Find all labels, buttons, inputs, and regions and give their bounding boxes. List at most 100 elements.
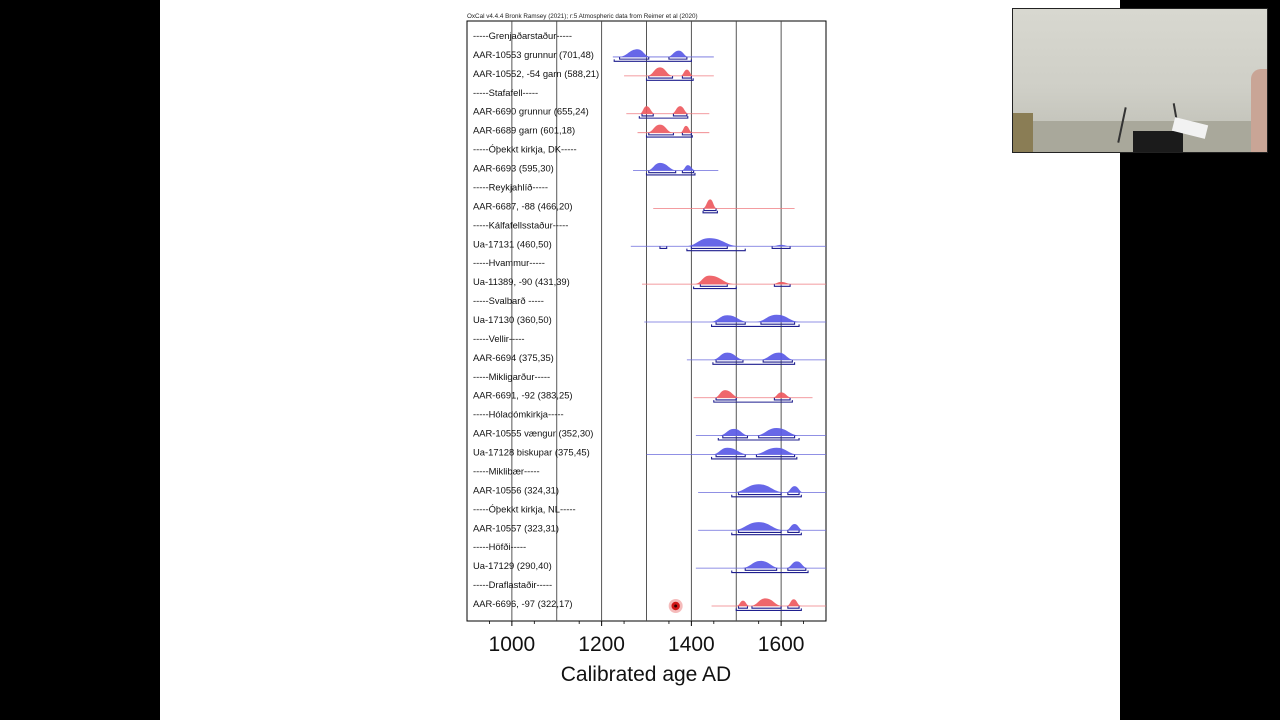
probability-peak: [646, 162, 678, 171]
probability-peak: [639, 106, 656, 114]
probability-peak: [680, 125, 693, 133]
probability-peak: [711, 352, 746, 360]
sample-row: AAR-6691, -92 (383,25): [473, 390, 813, 403]
sample-label: AAR-6693 (595,30): [473, 163, 554, 174]
outer-range-bracket: [713, 400, 793, 403]
probability-peak: [772, 244, 791, 247]
sample-row: AAR-10552, -54 garn (588,21): [473, 67, 714, 81]
probability-peak: [680, 69, 694, 76]
webcam-laptop: [1133, 131, 1183, 152]
range-bracket: [787, 606, 800, 609]
probability-peak: [772, 392, 793, 398]
range-bracket: [744, 568, 778, 571]
probability-peak: [711, 447, 750, 455]
sample-row: AAR-6696, -97 (322,17): [473, 598, 826, 611]
group-row: -----Óþekkt kirkja, DK-----: [473, 144, 577, 155]
range-bracket: [737, 492, 782, 496]
chart-header: OxCal v4.4.4 Bronk Ramsey (2021); r:5 At…: [467, 13, 698, 20]
outer-range-bracket: [731, 570, 809, 574]
sample-label: Ua-17130 (360,50): [473, 314, 552, 325]
range-bracket: [668, 57, 688, 60]
probability-peak: [693, 275, 737, 285]
group-row: -----Grenjaðarstaður-----: [473, 30, 572, 41]
sample-row: AAR-6687, -88 (466,20): [473, 199, 795, 214]
range-bracket: [715, 322, 746, 325]
oxcal-chart: OxCal v4.4.4 Bronk Ramsey (2021); r:5 At…: [466, 13, 827, 686]
sample-label: AAR-6689 garn (601,18): [473, 125, 575, 136]
sample-label: AAR-10553 grunnur (701,48): [473, 49, 594, 60]
group-label: -----Grenjaðarstaður-----: [473, 30, 572, 41]
range-bracket: [751, 606, 782, 609]
group-row: -----Reykjahlíð-----: [473, 181, 548, 192]
sample-label: AAR-10556 (324,31): [473, 484, 559, 495]
grid-lines: [511, 21, 782, 621]
group-label: -----Draflastaðir-----: [473, 579, 552, 590]
probability-peak: [718, 428, 750, 436]
probability-peak: [666, 50, 690, 57]
range-bracket: [619, 57, 650, 60]
laser-pointer: [668, 599, 683, 613]
x-tick-label: 1600: [758, 633, 805, 656]
probability-peak: [681, 165, 696, 171]
x-tick-label: 1200: [578, 633, 625, 656]
sample-row: AAR-6690 grunnur (655,24): [473, 106, 710, 119]
group-row: -----Mikligarður-----: [473, 371, 550, 382]
sample-row: AAR-6689 garn (601,18): [473, 124, 710, 138]
group-label: -----Hóladómkirkja-----: [473, 409, 564, 420]
probability-peak: [731, 484, 786, 493]
sample-row: AAR-10556 (324,31): [473, 484, 826, 498]
outer-range-bracket: [686, 248, 746, 252]
range-bracket: [758, 435, 796, 439]
group-label: -----Miklibær-----: [473, 465, 540, 476]
group-row: -----Óþekkt kirkja, NL-----: [473, 503, 576, 514]
group-row: -----Draflastaðir-----: [473, 579, 552, 590]
x-axis-label: Calibrated age AD: [561, 663, 731, 686]
probability-peak: [617, 49, 651, 57]
range-bracket: [787, 492, 800, 496]
group-row: -----Hóladómkirkja-----: [473, 409, 564, 420]
probability-peak: [785, 523, 804, 531]
range-bracket: [787, 530, 800, 534]
group-label: -----Stafafell-----: [473, 87, 538, 98]
range-bracket: [715, 360, 744, 363]
range-bracket: [771, 246, 791, 250]
sample-label: AAR-6690 grunnur (655,24): [473, 106, 589, 117]
sample-label: AAR-10555 vængur (352,30): [473, 428, 593, 439]
group-row: -----Miklibær-----: [473, 465, 540, 476]
group-label: -----Mikligarður-----: [473, 371, 550, 382]
probability-peak: [749, 598, 784, 606]
group-row: -----Hvammur-----: [473, 257, 545, 268]
range-bracket: [699, 284, 728, 287]
range-bracket: [762, 360, 793, 363]
group-label: -----Höfði-----: [473, 541, 526, 552]
presentation-slide: OxCal v4.4.4 Bronk Ramsey (2021); r:5 At…: [160, 0, 1120, 720]
group-row: -----Vellir-----: [473, 333, 525, 344]
x-tick-label: 1000: [489, 633, 536, 656]
sample-label: Ua-11389, -90 (431,39): [473, 276, 570, 287]
group-label: -----Vellir-----: [473, 333, 525, 344]
group-label: -----Reykjahlíð-----: [473, 181, 548, 192]
outer-range-bracket: [731, 494, 802, 498]
sample-row: AAR-10553 grunnur (701,48): [473, 49, 714, 62]
probability-peak: [740, 560, 782, 569]
probability-peak: [713, 390, 741, 398]
webcam-thumbnail: [1012, 8, 1268, 153]
sample-row: Ua-17130 (360,50): [473, 314, 826, 327]
outer-range-bracket: [717, 438, 800, 441]
probability-peak: [684, 238, 741, 247]
probability-peak: [772, 281, 793, 285]
probability-peak: [751, 447, 800, 455]
webcam-person: [1251, 69, 1267, 152]
sample-row: AAR-6693 (595,30): [473, 162, 719, 176]
range-bracket: [681, 132, 692, 136]
sample-label: Ua-17131 (460,50): [473, 238, 552, 249]
group-row: -----Kálfafellsstaður-----: [473, 219, 568, 230]
range-bracket: [690, 246, 728, 250]
range-bracket: [755, 454, 796, 458]
outer-range-bracket: [731, 532, 802, 536]
outer-range-bracket: [712, 362, 796, 365]
group-label: -----Óþekkt kirkja, DK-----: [473, 144, 577, 155]
sample-label: AAR-6687, -88 (466,20): [473, 200, 573, 211]
probability-peak: [731, 522, 786, 531]
outer-range-bracket: [711, 456, 798, 460]
